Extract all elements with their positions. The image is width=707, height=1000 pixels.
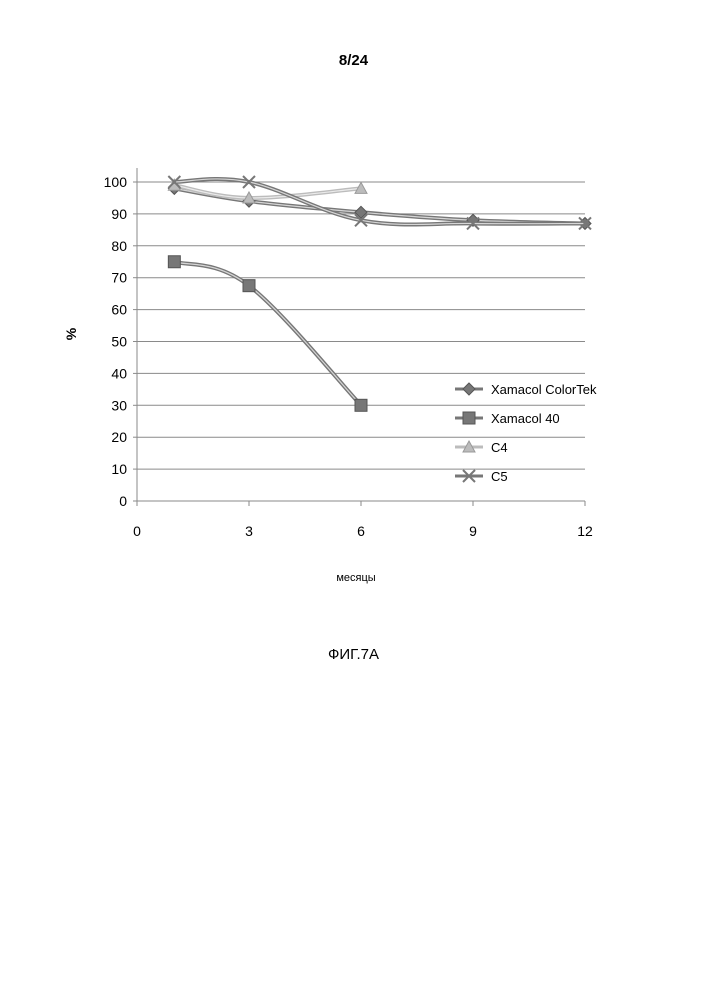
y-tick-label: 90 bbox=[111, 206, 127, 222]
legend-item-0: Xamacol ColorTek bbox=[455, 382, 597, 397]
legend-marker bbox=[463, 383, 475, 395]
series-2 bbox=[168, 179, 367, 203]
y-tick-label: 40 bbox=[111, 365, 127, 381]
y-tick-label: 20 bbox=[111, 429, 127, 445]
legend-marker bbox=[463, 412, 475, 424]
y-tick-label: 60 bbox=[111, 302, 127, 318]
legend-label: Xamacol ColorTek bbox=[491, 382, 597, 397]
series-line bbox=[174, 179, 585, 225]
y-tick-label: 10 bbox=[111, 461, 127, 477]
data-point bbox=[243, 280, 255, 292]
y-tick-label: 80 bbox=[111, 238, 127, 254]
legend-item-3: C5 bbox=[455, 469, 508, 484]
x-tick-label: 12 bbox=[577, 523, 593, 539]
y-tick-label: 100 bbox=[104, 174, 128, 190]
x-tick-label: 6 bbox=[357, 523, 365, 539]
figure-caption: ФИГ.7А bbox=[0, 646, 707, 663]
y-tick-label: 70 bbox=[111, 270, 127, 286]
series-line-highlight bbox=[174, 188, 585, 223]
data-point bbox=[355, 399, 367, 411]
legend-item-1: Xamacol 40 bbox=[455, 411, 560, 426]
chart-series bbox=[168, 176, 591, 411]
legend-label: Xamacol 40 bbox=[491, 411, 560, 426]
y-tick-label: 30 bbox=[111, 397, 127, 413]
y-tick-label: 0 bbox=[119, 493, 127, 509]
x-axis-title: месяцы bbox=[336, 572, 375, 584]
x-tick-label: 3 bbox=[245, 523, 253, 539]
legend-label: C4 bbox=[491, 440, 508, 455]
y-axis-title: % bbox=[63, 327, 79, 340]
series-line-highlight bbox=[174, 262, 361, 406]
x-tick-label: 9 bbox=[469, 523, 477, 539]
x-tick-label: 0 bbox=[133, 523, 141, 539]
series-line-highlight bbox=[174, 179, 585, 225]
legend-item-2: C4 bbox=[455, 440, 508, 455]
data-point bbox=[168, 256, 180, 268]
series-line bbox=[174, 188, 585, 223]
legend-label: C5 bbox=[491, 469, 508, 484]
series-1 bbox=[168, 256, 367, 412]
series-line bbox=[174, 262, 361, 406]
y-tick-label: 50 bbox=[111, 334, 127, 350]
